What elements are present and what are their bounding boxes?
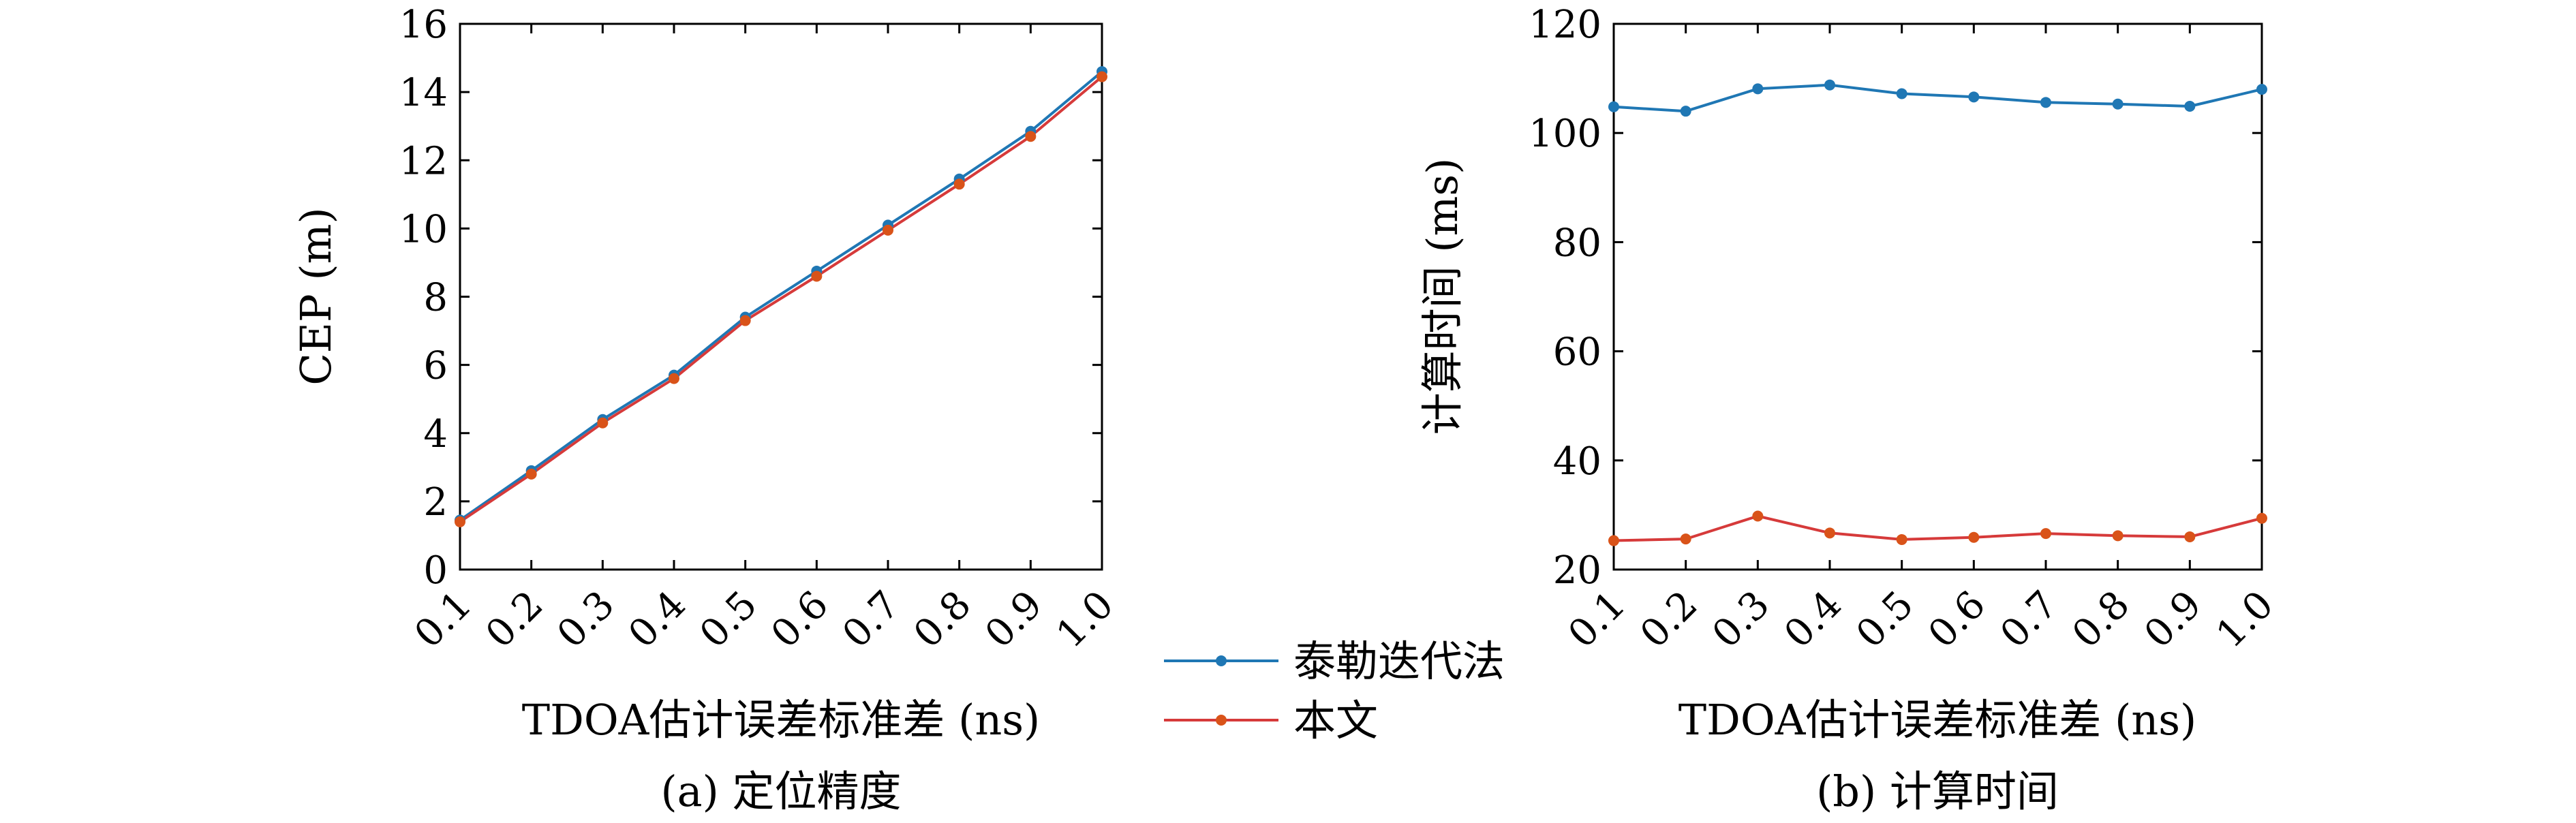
series-line-b-1: [1613, 514, 2263, 542]
y-tick-label-a: 0: [423, 548, 448, 593]
y-tick-label-b: 100: [1529, 112, 1601, 156]
x-tick-label-a: 0.5: [692, 583, 766, 657]
series-group-a: [455, 66, 1107, 527]
data-point-b-0: [1896, 88, 1907, 99]
legend: 泰勒迭代法 本文: [1164, 636, 1505, 745]
y-tick-label-b: 80: [1553, 221, 1601, 265]
panel-b: 20 40 60 80 100 120 0.10.20.30.40.50.60.70.80…: [1417, 3, 2282, 816]
data-point-b-0: [2256, 84, 2267, 95]
x-tick-label-b: 0.9: [2136, 583, 2210, 657]
series-line-a-0: [459, 70, 1103, 522]
x-tick-label-a: 0.3: [549, 583, 623, 657]
y-tick-label-b: 60: [1553, 330, 1601, 375]
y-ticks-b: 20 40 60 80 100 120: [1529, 3, 2262, 593]
data-point-b-1: [2184, 531, 2196, 542]
x-tick-label-b: 0.5: [1848, 583, 1922, 657]
x-tick-label-a: 0.2: [478, 583, 552, 657]
y-tick-label-a: 14: [399, 71, 448, 115]
x-tick-label-b: 0.8: [2064, 583, 2138, 657]
y-tick-label-a: 4: [423, 412, 448, 456]
legend-item-taylor: 泰勒迭代法: [1164, 636, 1505, 686]
x-tick-label-a: 0.4: [620, 583, 694, 657]
x-tick-label-b: 0.4: [1776, 583, 1850, 657]
data-point-a-1: [953, 178, 965, 190]
x-tick-label-b: 0.6: [1920, 583, 1994, 657]
data-point-a-1: [883, 224, 893, 236]
data-point-a-1: [455, 516, 465, 527]
plot-frame-a: [459, 22, 1103, 571]
data-point-a-1: [669, 373, 679, 384]
caption-a: (a) 定位精度: [660, 766, 901, 816]
series-group-b: [1608, 79, 2267, 546]
data-point-b-0: [2184, 100, 2196, 112]
x-tick-label-b: 0.3: [1704, 583, 1778, 657]
x-axis-label-b: TDOA估计误差标准差 (ns): [1678, 695, 2197, 745]
x-tick-label-b: 1.0: [2208, 583, 2282, 657]
y-tick-label-a: 10: [399, 207, 448, 251]
legend-item-ours: 本文: [1164, 696, 1378, 745]
y-tick-label-b: 120: [1529, 3, 1601, 47]
data-point-b-1: [1608, 535, 1619, 546]
data-point-b-1: [2256, 512, 2267, 524]
data-point-b-1: [2040, 528, 2051, 540]
caption-b: (b) 计算时间: [1816, 766, 2059, 816]
data-point-a-1: [1025, 131, 1037, 142]
x-tick-label-a: 0.7: [834, 583, 908, 657]
data-point-a-1: [739, 315, 751, 326]
data-point-b-1: [1680, 533, 1691, 545]
y-tick-label-a: 8: [423, 276, 448, 320]
legend-label-taylor: 泰勒迭代法: [1293, 636, 1505, 686]
data-point-b-0: [1608, 101, 1619, 112]
series-line-b-0: [1613, 83, 2263, 113]
data-point-b-0: [1752, 83, 1764, 95]
x-tick-label-a: 0.6: [763, 583, 837, 657]
legend-label-ours: 本文: [1293, 696, 1378, 745]
x-tick-label-a: 1.0: [1048, 583, 1122, 657]
data-point-b-0: [1824, 79, 1835, 91]
y-tick-label-b: 40: [1553, 439, 1601, 484]
data-point-b-0: [1968, 91, 1980, 103]
y-tick-label-a: 6: [423, 344, 448, 388]
data-point-b-1: [1896, 533, 1907, 545]
data-point-a-1: [597, 417, 609, 429]
plot-frame-b: [1612, 22, 2263, 571]
x-tick-label-a: 0.9: [977, 583, 1051, 657]
x-tick-label-a: 0.1: [406, 583, 480, 657]
data-point-b-0: [1680, 106, 1691, 117]
legend-marker-taylor: [1216, 655, 1227, 666]
data-point-b-0: [2112, 98, 2123, 110]
data-point-b-1: [1824, 527, 1835, 539]
legend-marker-ours: [1216, 715, 1227, 726]
data-point-a-1: [525, 468, 537, 480]
y-tick-label-b: 20: [1553, 548, 1601, 593]
x-tick-label-a: 0.8: [906, 583, 980, 657]
y-ticks-a: 0 2 4 6 8 10 12 14 16: [399, 3, 1102, 593]
x-ticks-a: 0.10.20.30.40.50.60.70.80.91.0: [406, 24, 1122, 657]
data-point-b-1: [2112, 530, 2123, 542]
y-axis-label-a: CEP (m): [291, 207, 341, 385]
data-point-a-1: [1097, 71, 1107, 82]
x-ticks-b: 0.10.20.30.40.50.60.70.80.91.0: [1560, 24, 2282, 657]
y-tick-label-a: 12: [399, 139, 448, 183]
data-point-b-1: [1752, 510, 1764, 522]
series-line-a-1: [459, 76, 1103, 523]
panel-a: 0 2 4 6 8 10 12 14 16 0.10.20.30.40.50.60.70.80.…: [291, 3, 1122, 816]
data-point-b-1: [1968, 531, 1980, 543]
x-tick-label-b: 0.2: [1632, 583, 1706, 657]
data-point-b-0: [2040, 97, 2051, 108]
data-point-a-1: [811, 270, 823, 282]
x-tick-label-b: 0.7: [1992, 583, 2066, 657]
x-axis-label-a: TDOA估计误差标准差 (ns): [522, 695, 1041, 745]
y-tick-label-a: 16: [399, 3, 448, 47]
y-tick-label-a: 2: [423, 480, 448, 525]
x-tick-label-b: 0.1: [1560, 583, 1634, 657]
y-axis-label-b: 计算时间 (ms): [1417, 158, 1467, 435]
